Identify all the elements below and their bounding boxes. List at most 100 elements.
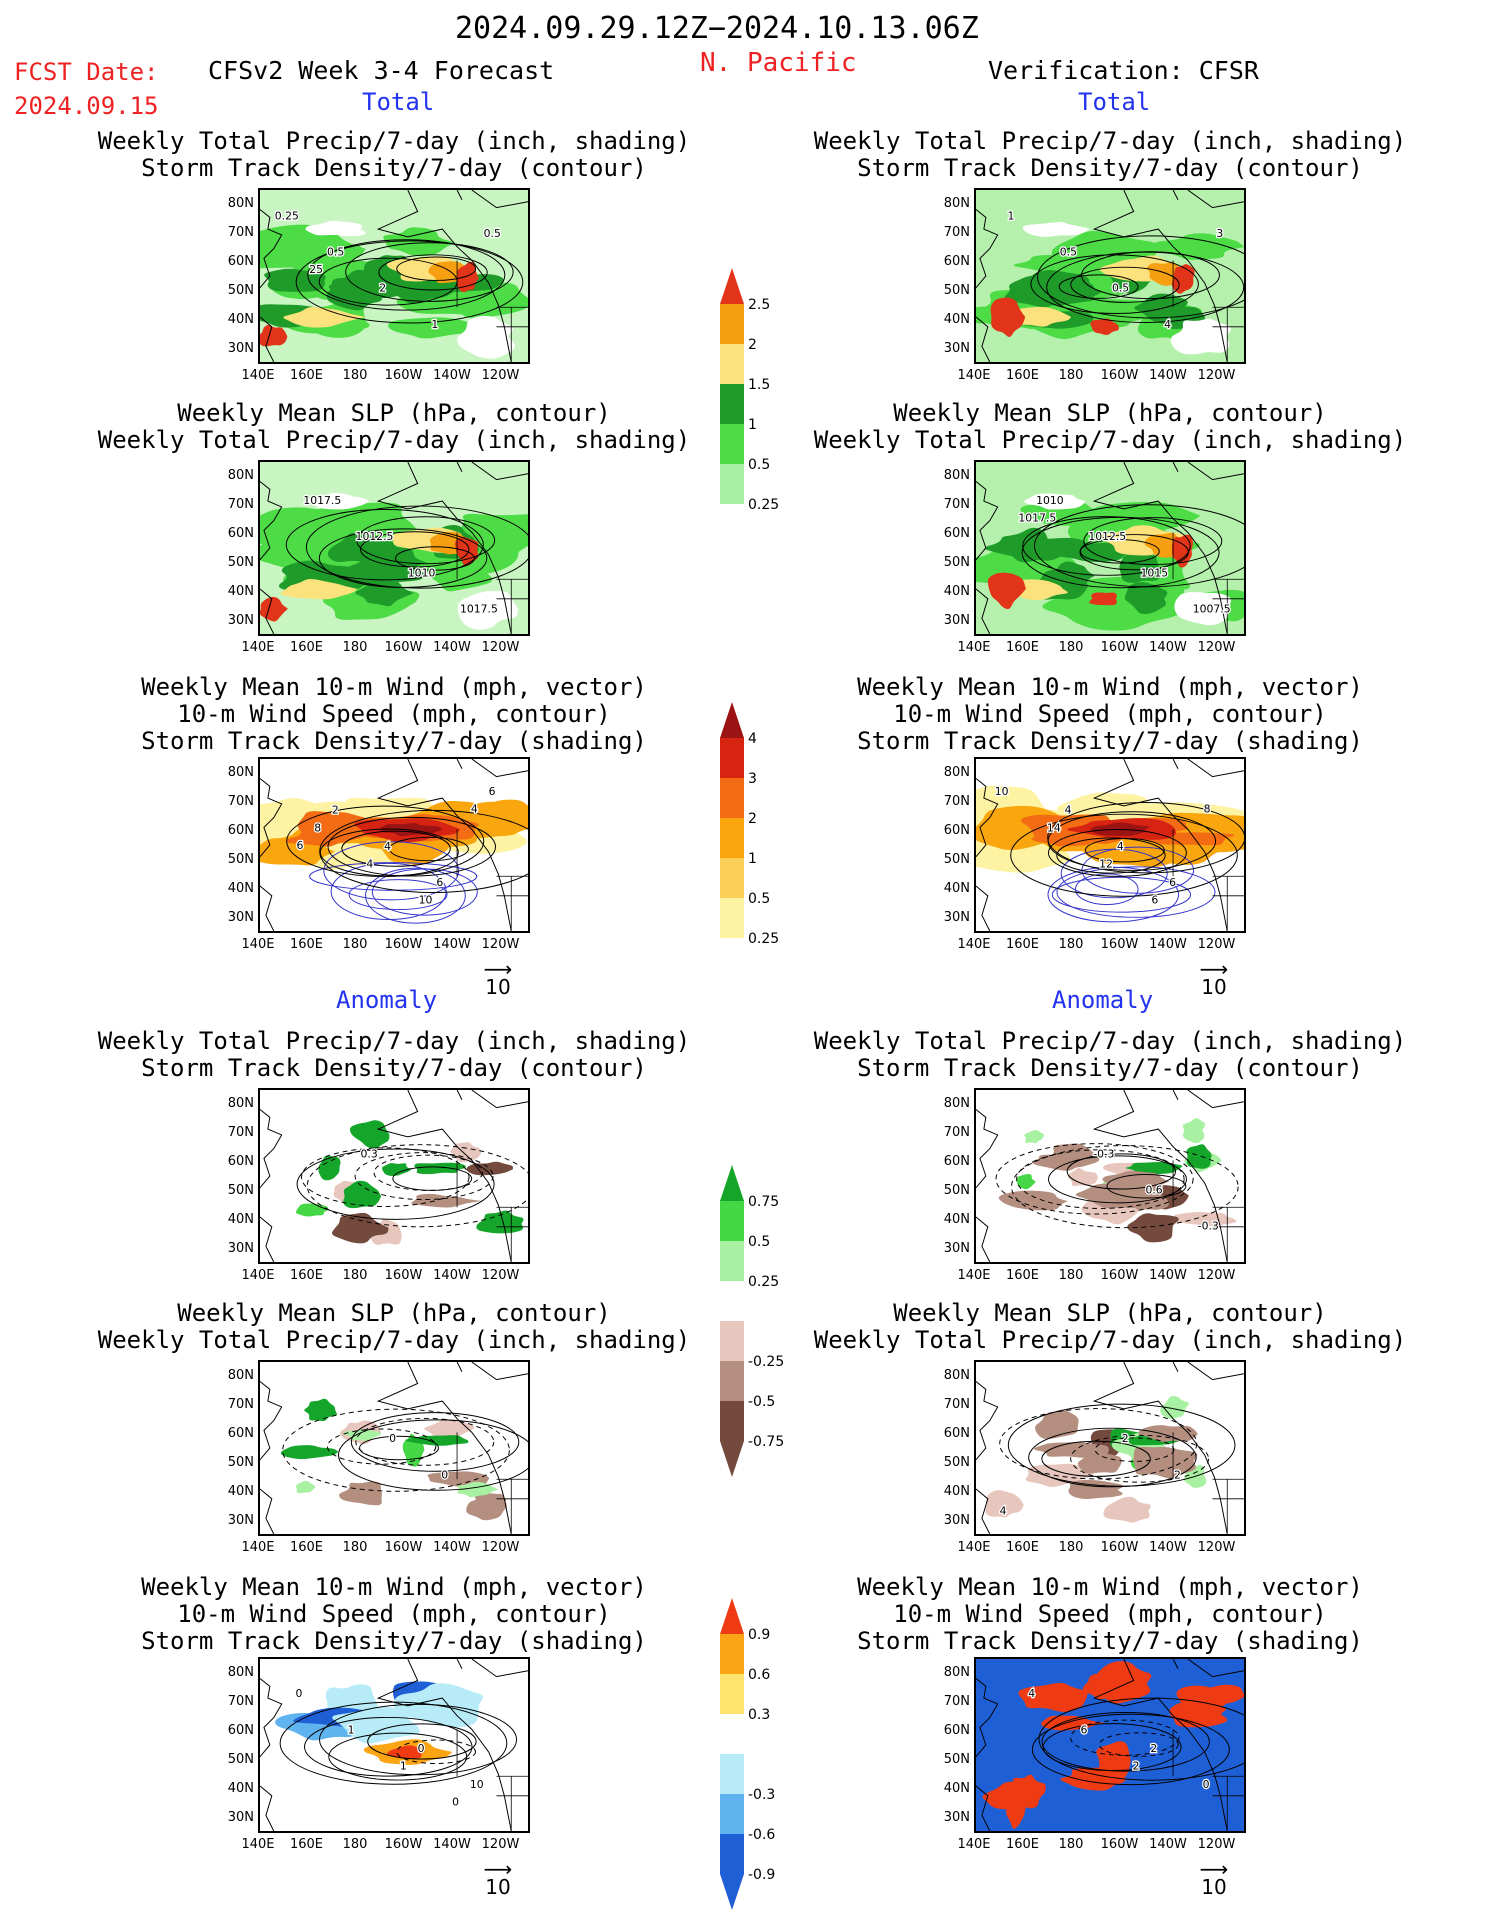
lon-tick-label: 160E xyxy=(1005,937,1040,952)
asia-coastline xyxy=(976,209,999,362)
lat-tick-label: 80N xyxy=(943,468,970,483)
lon-tick-label: 140W xyxy=(1149,640,1187,655)
contour-label: 1017.5 xyxy=(460,603,498,616)
vector-reference-label: 10 xyxy=(485,1875,511,1899)
asia-coastline xyxy=(260,1381,283,1534)
lat-tick-label: 60N xyxy=(227,823,254,838)
right_anom_wind-map: 2 0 4 6 2 xyxy=(974,1657,1246,1833)
colorbar-tick-label: 0.5 xyxy=(748,891,771,907)
contour-line xyxy=(1048,1155,1187,1204)
contour-label: 0 xyxy=(389,1432,396,1445)
contour-line xyxy=(389,836,469,862)
lon-tick-label: 160W xyxy=(1100,1540,1139,1555)
contour-label: 0.6 xyxy=(1145,1184,1162,1197)
colorbar-tick-label: 0.25 xyxy=(748,497,780,513)
contour-line xyxy=(1041,1440,1151,1477)
lon-tick-label: 160W xyxy=(1100,1837,1139,1852)
left_anom_precip-field: 0.3 xyxy=(260,1090,528,1262)
lat-tick-label: 50N xyxy=(227,1752,254,1767)
section-anomaly-left: Anomaly xyxy=(336,986,438,1014)
contour-label: 1 xyxy=(400,1759,407,1772)
asia-coastline xyxy=(976,481,999,634)
lat-tick-label: 60N xyxy=(227,1723,254,1738)
contour-label: 4 xyxy=(1065,804,1072,817)
lat-tick-label: 70N xyxy=(943,1397,970,1412)
contour-label: 1017.5 xyxy=(1018,512,1056,525)
contour-label: 0.5 xyxy=(1112,282,1129,295)
contour-line xyxy=(1106,1174,1187,1199)
lon-tick-label: 160W xyxy=(384,1837,423,1852)
left_anom_wind-title-1: Weekly Mean 10-m Wind (mph, vector) xyxy=(141,1573,647,1601)
contour-label: 2 xyxy=(332,804,339,817)
contour-label: 2 xyxy=(379,282,386,295)
contour-line xyxy=(396,1739,476,1764)
lat-tick-label: 50N xyxy=(227,852,254,867)
contour-label: 1010 xyxy=(1036,494,1064,507)
lon-tick-label: 180 xyxy=(342,1540,368,1555)
right_anom_wind-field: 2 0 4 6 2 xyxy=(976,1659,1244,1831)
colorbar-segment xyxy=(720,344,744,384)
lon-tick-label: 160E xyxy=(1005,1268,1040,1283)
north-america-coastline xyxy=(376,759,528,931)
precip-clear xyxy=(457,590,518,630)
colorbar-tick-label: 0.25 xyxy=(748,1274,780,1290)
contour-line xyxy=(355,1417,495,1466)
colorbar-segment xyxy=(720,1794,744,1834)
colorbar-bottom-arrow xyxy=(720,938,744,974)
lon-tick-label: 140E xyxy=(957,1837,991,1852)
region-title: N. Pacific xyxy=(700,48,857,78)
lat-tick-label: 40N xyxy=(943,584,970,599)
contour-line xyxy=(1028,1427,1197,1488)
contour-label: 4 xyxy=(1117,840,1124,853)
lat-tick-label: 50N xyxy=(943,1752,970,1767)
lon-tick-label: 160W xyxy=(1100,937,1139,952)
precip-anomaly-shading xyxy=(1186,1144,1212,1169)
contour-label: 10 xyxy=(995,785,1009,798)
date-range-title: 2024.09.29.12Z−2024.10.13.06Z xyxy=(455,11,979,46)
contour-label: 1017.5 xyxy=(303,494,341,507)
colorbar-bottom-arrow xyxy=(720,504,744,540)
right_anom_wind-title-1: Weekly Mean 10-m Wind (mph, vector) xyxy=(857,1573,1363,1601)
lat-tick-label: 70N xyxy=(227,794,254,809)
contour-line xyxy=(367,1723,477,1760)
lat-tick-label: 70N xyxy=(227,1397,254,1412)
left_total_wind-title-2: 10-m Wind Speed (mph, contour) xyxy=(177,700,611,728)
contour-line xyxy=(1037,235,1244,319)
left_total_precip-field: 0.25 0.5 2 1 0.5 25 xyxy=(260,190,528,362)
colorbar-tick-label: -0.5 xyxy=(748,1394,776,1410)
contour-line xyxy=(327,816,496,877)
precip-shading xyxy=(383,227,456,257)
vector-reference-arrow: ⟶ xyxy=(1199,1857,1229,1881)
contour-label: 3 xyxy=(1216,227,1223,240)
lat-tick-label: 60N xyxy=(943,1426,970,1441)
wind-speed-contour xyxy=(1074,873,1139,906)
contour-label: 0 xyxy=(295,1687,302,1700)
lat-tick-label: 30N xyxy=(943,910,970,925)
contour-line xyxy=(1047,828,1187,877)
contour-line xyxy=(1098,1732,1179,1757)
contour-line xyxy=(1094,1437,1175,1462)
contour-label: 0.5 xyxy=(484,227,501,240)
lat-tick-label: 30N xyxy=(227,910,254,925)
right_total_wind-title-3: Storm Track Density/7-day (shading) xyxy=(857,727,1363,755)
north-america-coastline xyxy=(376,462,528,634)
contour-label: 0 xyxy=(1203,1778,1210,1791)
lat-tick-label: 40N xyxy=(227,584,254,599)
asia-coastline xyxy=(976,1109,999,1262)
section-total-left: Total xyxy=(362,88,435,116)
north-america-coastline xyxy=(1092,1090,1244,1262)
colorbar-segment xyxy=(720,1201,744,1241)
north-america-coastline xyxy=(376,1362,528,1534)
precip-anomaly-shading xyxy=(304,1398,338,1422)
contour-line xyxy=(1041,1711,1210,1772)
lon-tick-label: 140E xyxy=(957,1540,991,1555)
precip-shading xyxy=(1171,264,1195,294)
colorbar-tick-label: -0.6 xyxy=(748,1827,776,1843)
lon-tick-label: 160W xyxy=(1100,1268,1139,1283)
precip-anomaly-shading xyxy=(466,1495,507,1521)
right_total_slp-field: 1010 1012.5 1015 1007.5 1017.5 xyxy=(976,462,1244,634)
lat-tick-label: 40N xyxy=(227,1484,254,1499)
colorbar-top-arrow xyxy=(720,1598,744,1634)
lon-tick-label: 180 xyxy=(1058,368,1084,383)
storm-anomaly-shading xyxy=(1041,1715,1105,1731)
